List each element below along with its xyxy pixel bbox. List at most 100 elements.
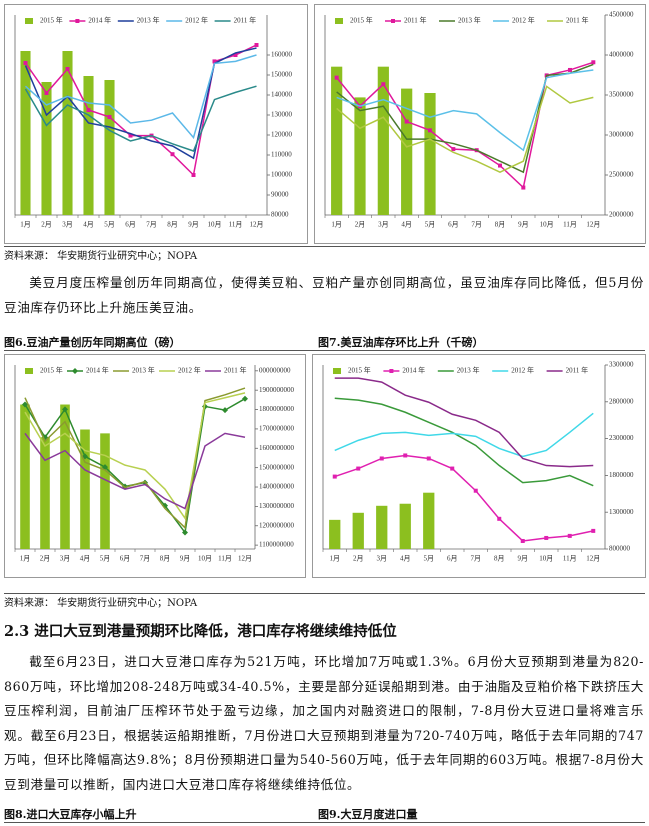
bar [40,437,50,549]
y-tick-label: 2000000 [609,211,634,219]
line [336,63,594,174]
bar [104,80,115,215]
legend-swatch [333,368,341,374]
chart: 2000000 2500000 3000000 3500000 4000000 45000… [324,11,634,229]
legend-label: 2015 年 [40,16,63,25]
figure-title: 图6.豆油产量创历年同期高位（磅） [4,336,181,349]
marker [567,533,572,538]
marker [426,456,431,461]
line [24,387,246,530]
y-tick-label: 160000 [271,51,293,59]
line [334,377,594,468]
legend-label: 2011 年 [234,16,257,25]
marker [44,91,49,95]
x-tick-label: 12月 [586,555,600,563]
marker [182,529,188,536]
line [334,454,594,542]
x-tick-label: 10月 [198,555,212,563]
legend-swatch [25,18,33,24]
x-tick-label: 9月 [188,221,199,229]
y-tick-label: 3500000 [609,91,634,99]
x-tick-label: 6月 [447,555,458,563]
x-tick-label: 2月 [355,221,366,229]
chart: 1100000000 1200000000 1300000000 1400000000… [14,365,295,563]
legend-label: 2014 年 [402,366,425,375]
bar [401,88,413,215]
marker [72,368,78,374]
source-note: 资料来源： 华安期货行业研究中心；NOPA [4,598,198,609]
legend-label: 2013 年 [458,16,481,25]
line [336,61,594,190]
legend-label: 2011 年 [566,366,589,375]
divider [4,822,645,823]
x-tick-label: 6月 [125,221,136,229]
y-tick-label: 1800000000 [259,405,295,413]
bar [329,519,341,549]
x-tick-label: 2月 [41,221,52,229]
line [24,392,246,521]
bar [352,512,364,549]
y-tick-label: 4000000 [609,51,634,59]
x-tick-label: 5月 [425,221,436,229]
x-tick-label: 4月 [400,555,411,563]
x-tick-label: 1月 [20,555,31,563]
y-tick-label: 1700000000 [259,425,295,433]
x-tick-label: 12月 [586,221,600,229]
y-tick-label: 3300000 [609,361,634,369]
x-tick-label: 9月 [518,221,529,229]
figure-title: 图9.大豆月度进口量 [318,808,418,821]
legend-label: 2014 年 [86,366,109,375]
bar [377,66,389,216]
bar [41,82,52,215]
marker [162,502,168,509]
legend-label: 2012 年 [178,366,201,375]
marker [568,67,572,72]
y-tick-label: 1800000 [609,471,634,479]
marker [403,453,408,458]
marker [191,173,196,177]
y-tick-label: 80000 [271,211,289,219]
bar [354,97,366,215]
legend-label: 2011 年 [566,16,589,25]
x-tick-label: 9月 [180,555,191,563]
x-tick-label: 7月 [146,221,157,229]
marker [23,61,28,65]
y-tick-label: 2800000 [609,397,634,405]
bar [62,51,73,215]
x-tick-label: 9月 [518,555,529,563]
x-tick-label: 6月 [448,221,459,229]
chart-frame: 2000000 2500000 3000000 3500000 4000000 45000… [314,4,646,244]
bar [20,404,30,549]
bar [424,93,436,215]
source-note: 资料来源： 华安期货行业研究中心；NOPA [4,251,198,262]
marker [451,147,456,152]
legend-label: 2013 年 [132,366,155,375]
x-tick-label: 3月 [62,221,73,229]
x-tick-label: 11月 [218,555,232,563]
y-tick-label: 1400000000 [259,483,295,491]
x-tick-label: 3月 [377,555,388,563]
x-tick-label: 8月 [494,555,505,563]
divider [4,350,645,351]
x-tick-label: 5月 [100,555,111,563]
marker [128,133,133,138]
x-tick-label: 10月 [539,555,553,563]
bar [100,433,110,549]
y-tick-label: 150000 [271,71,293,79]
marker [65,67,70,71]
x-tick-label: 3月 [378,221,389,229]
marker [404,119,409,124]
y-tick-label: 4500000 [609,11,634,19]
bar [399,503,411,549]
y-tick-label: 140000 [271,91,293,99]
x-tick-label: 6月 [120,555,131,563]
bar [423,492,435,549]
legend-swatch [335,18,343,24]
marker [170,152,175,157]
y-tick-label: 1300000000 [259,502,295,510]
marker [498,163,502,168]
legend-label: 2013 年 [137,16,160,25]
marker [75,19,80,23]
divider [4,593,645,594]
